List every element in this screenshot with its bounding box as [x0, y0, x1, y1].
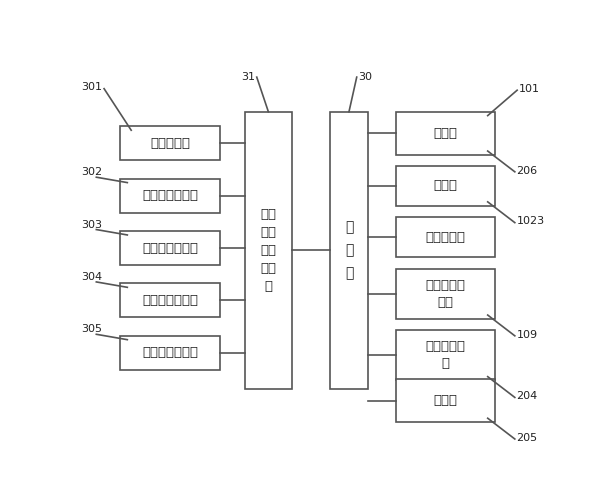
Text: 302: 302: [81, 167, 102, 177]
Bar: [119, 284, 220, 317]
Bar: [396, 166, 496, 206]
Text: 206: 206: [516, 166, 537, 176]
Text: 第二温度传感器: 第二温度传感器: [142, 294, 198, 307]
Text: 304: 304: [81, 272, 102, 282]
Text: 压缩机: 压缩机: [434, 127, 458, 140]
Text: 204: 204: [516, 391, 538, 401]
Bar: [330, 112, 368, 389]
Text: 第一湿度传感器: 第一湿度传感器: [142, 242, 198, 254]
Bar: [119, 231, 220, 265]
Text: 30: 30: [358, 72, 373, 82]
Text: 第二湿度传感器: 第二湿度传感器: [142, 346, 198, 359]
Bar: [396, 331, 496, 381]
Text: 205: 205: [516, 433, 537, 443]
Text: 辅助电加热
器: 辅助电加热 器: [426, 341, 466, 370]
Text: 101: 101: [519, 84, 540, 94]
Text: 303: 303: [81, 220, 102, 230]
Text: 三通比例调
节阀: 三通比例调 节阀: [426, 279, 466, 309]
Bar: [119, 179, 220, 213]
Bar: [119, 126, 220, 160]
Text: 控
制
器: 控 制 器: [345, 221, 353, 280]
Text: 流量调节阀: 流量调节阀: [426, 231, 466, 244]
Text: 31: 31: [241, 72, 256, 82]
Text: 送风机: 送风机: [434, 179, 458, 192]
Bar: [396, 112, 496, 155]
Bar: [245, 112, 291, 389]
Bar: [396, 269, 496, 319]
Bar: [119, 336, 220, 370]
Text: 加湿器: 加湿器: [434, 394, 458, 407]
Bar: [396, 217, 496, 257]
Text: 301: 301: [81, 83, 102, 93]
Text: 第一温度传感器: 第一温度传感器: [142, 189, 198, 202]
Text: 305: 305: [81, 324, 102, 334]
Bar: [396, 379, 496, 422]
Text: 传感
器数
据采
集系
统: 传感 器数 据采 集系 统: [260, 208, 276, 293]
Text: 压力传感器: 压力传感器: [150, 137, 190, 150]
Text: 1023: 1023: [516, 216, 544, 227]
Text: 109: 109: [516, 330, 537, 340]
